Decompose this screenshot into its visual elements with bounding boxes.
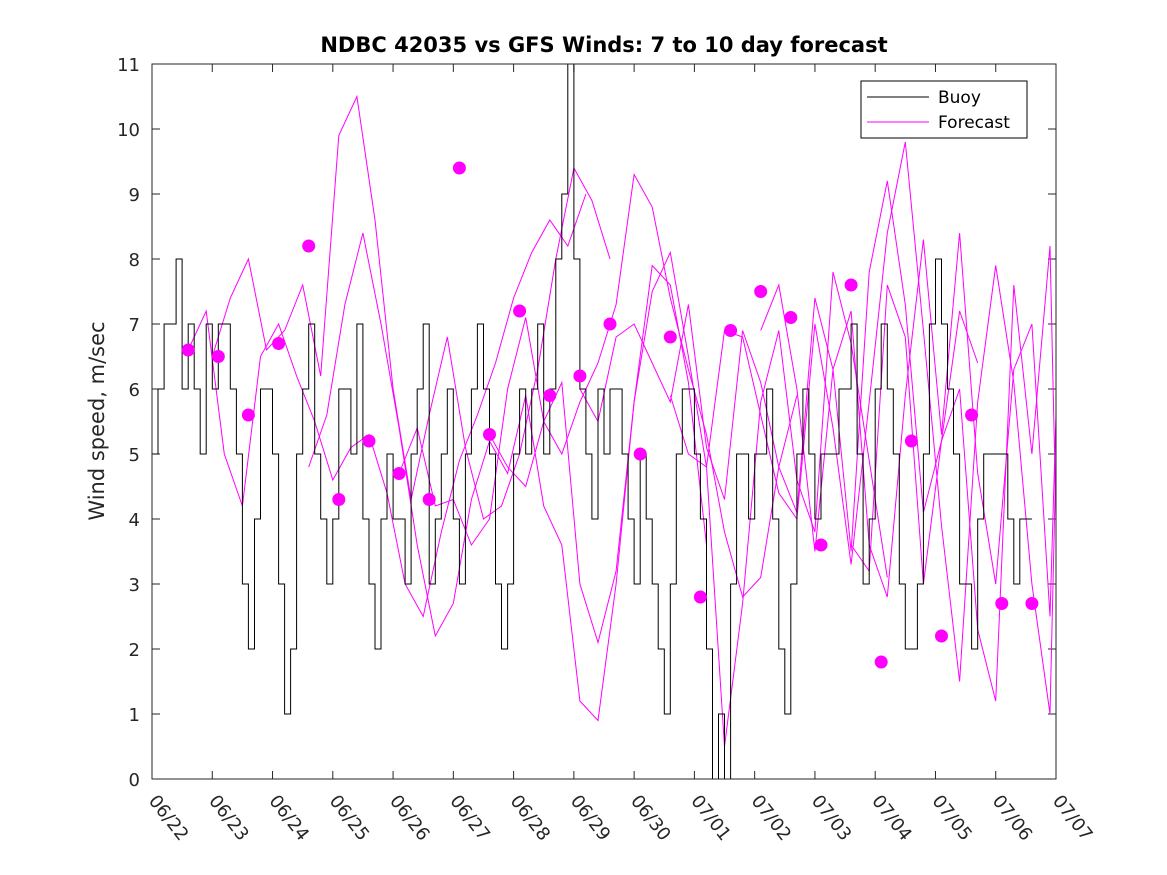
- y-tick-label: 9: [129, 185, 140, 206]
- forecast-marker: [302, 239, 316, 253]
- forecast-marker: [814, 538, 828, 552]
- forecast-marker: [874, 655, 888, 669]
- forecast-marker: [724, 324, 738, 337]
- forecast-marker: [272, 337, 286, 350]
- forecast-marker: [784, 311, 798, 324]
- forecast-marker: [693, 590, 707, 604]
- forecast-marker: [573, 369, 587, 383]
- y-tick-label: 3: [129, 575, 140, 596]
- legend-forecast-label: Forecast: [938, 113, 1010, 133]
- y-tick-label: 11: [117, 55, 140, 76]
- legend: Buoy Forecast: [860, 80, 1028, 139]
- forecast-line-6: [579, 180, 979, 552]
- forecast-marker: [181, 343, 195, 357]
- y-tick-label: 4: [129, 510, 140, 531]
- forecast-marker: [1025, 597, 1039, 610]
- y-tick-label: 10: [117, 120, 140, 141]
- forecast-marker: [513, 304, 527, 318]
- forecast-marker: [844, 278, 858, 292]
- chart-title: NDBC 42035 vs GFS Winds: 7 to 10 day for…: [320, 33, 887, 57]
- forecast-marker: [392, 467, 406, 480]
- forecast-marker: [995, 597, 1009, 610]
- forecast-marker: [483, 428, 496, 441]
- forecast-marker: [452, 161, 466, 175]
- forecast-marker: [965, 408, 979, 422]
- forecast-marker: [935, 629, 948, 643]
- forecast-marker: [422, 493, 436, 506]
- forecast-marker: [241, 408, 255, 422]
- forecast-line-8: [760, 232, 1056, 617]
- axes-border: [151, 63, 1057, 780]
- y-tick-label: 8: [129, 250, 140, 271]
- y-tick-label: 2: [129, 640, 140, 661]
- forecast-marker: [332, 493, 346, 506]
- y-axis-label: Wind speed, m/sec: [85, 321, 109, 520]
- y-tick-label: 7: [129, 315, 140, 336]
- legend-buoy-label: Buoy: [938, 88, 981, 108]
- forecast-line-9: [850, 245, 1056, 702]
- forecast-marker: [904, 434, 918, 448]
- y-tick-label: 0: [129, 770, 140, 791]
- buoy-line: [152, 64, 1032, 779]
- y-tick-label: 1: [129, 705, 140, 726]
- forecast-marker: [633, 447, 647, 461]
- forecast-marker: [543, 389, 557, 402]
- forecast-marker: [663, 330, 677, 344]
- forecast-marker: [603, 317, 617, 331]
- forecast-marker: [754, 285, 768, 298]
- y-tick-label: 6: [129, 380, 140, 401]
- series-group: [152, 64, 1056, 779]
- legend-box: [860, 80, 1028, 139]
- y-tick-label: 5: [129, 445, 140, 466]
- forecast-line-3: [308, 232, 707, 722]
- forecast-marker: [362, 434, 376, 448]
- forecast-marker: [211, 350, 225, 363]
- forecast-line-7: [669, 141, 1056, 715]
